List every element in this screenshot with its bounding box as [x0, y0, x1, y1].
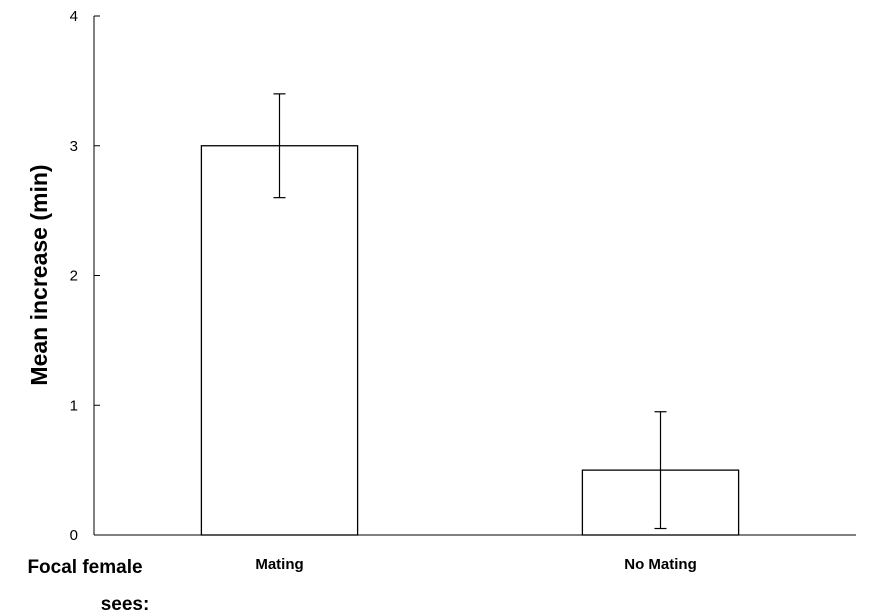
y-tick-label: 1	[70, 397, 78, 414]
category-labels: Mating No Mating	[255, 556, 696, 573]
y-tick-label: 3	[70, 138, 78, 155]
y-axis-label: Mean increase (min)	[26, 164, 52, 385]
category-label: Mating	[255, 556, 303, 573]
error-bars	[273, 93, 667, 530]
y-ticks: 0 1 2 3 4	[70, 8, 100, 544]
y-tick-label: 2	[70, 268, 78, 285]
bars	[200, 145, 740, 536]
y-tick-label: 4	[70, 8, 78, 25]
side-label-line1: Focal female	[27, 557, 142, 578]
side-label-line2: sees:	[101, 594, 150, 615]
y-tick-label: 0	[70, 527, 78, 544]
bar	[200, 145, 359, 536]
category-label: No Mating	[624, 556, 697, 573]
